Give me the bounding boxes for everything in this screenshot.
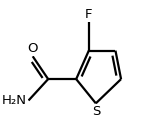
Text: F: F	[85, 8, 93, 21]
Text: H₂N: H₂N	[2, 94, 27, 107]
Text: O: O	[27, 42, 38, 55]
Text: S: S	[92, 106, 100, 119]
